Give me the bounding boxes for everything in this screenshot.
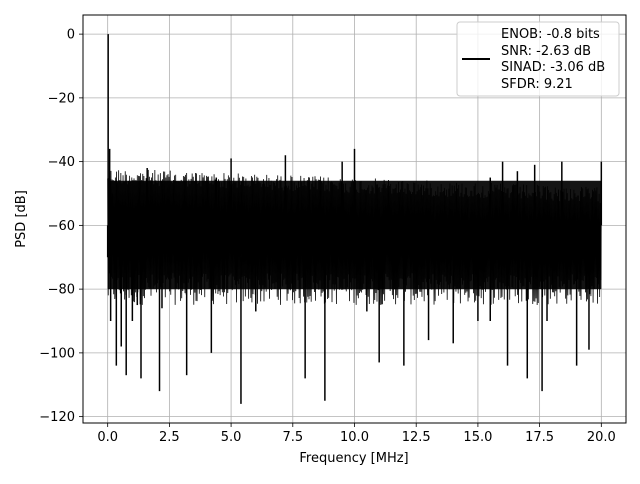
y-tick-label: −60 xyxy=(48,219,75,234)
x-tick-label: 0.0 xyxy=(97,430,118,445)
legend-entry-sfdr: SFDR: 9.21 xyxy=(501,77,573,92)
y-tick-label: 0 xyxy=(67,28,75,43)
x-tick-label: 10.0 xyxy=(340,430,369,445)
legend[interactable]: ENOB: -0.8 bits SNR: -2.63 dB SINAD: -3.… xyxy=(456,21,620,97)
x-tick-label: 17.5 xyxy=(525,430,554,445)
x-tick-label: 20.0 xyxy=(587,430,616,445)
y-tick-label: −40 xyxy=(48,155,75,170)
y-tick-label: −20 xyxy=(48,91,75,106)
x-axis: 0.0 2.5 5.0 7.5 10.0 12.5 15.0 17.5 20.0 xyxy=(97,423,616,445)
legend-entry-snr: SNR: -2.63 dB xyxy=(501,44,591,59)
x-tick-label: 2.5 xyxy=(159,430,180,445)
y-tick-label: −80 xyxy=(48,283,75,298)
y-tick-label: −100 xyxy=(39,346,75,361)
legend-entry-enob: ENOB: -0.8 bits xyxy=(501,27,600,42)
y-tick-label: −120 xyxy=(39,410,75,425)
series-layer xyxy=(106,34,603,404)
x-tick-label: 15.0 xyxy=(463,430,492,445)
legend-box xyxy=(456,21,620,97)
x-tick-label: 5.0 xyxy=(221,430,242,445)
x-tick-label: 7.5 xyxy=(282,430,303,445)
legend-entry-sinad: SINAD: -3.06 dB xyxy=(501,60,605,75)
x-tick-label: 12.5 xyxy=(402,430,431,445)
y-axis: 0 −20 −40 −60 −80 −100 −120 xyxy=(39,28,83,425)
x-axis-label: Frequency [MHz] xyxy=(299,451,408,466)
y-axis-label: PSD [dB] xyxy=(14,190,29,248)
